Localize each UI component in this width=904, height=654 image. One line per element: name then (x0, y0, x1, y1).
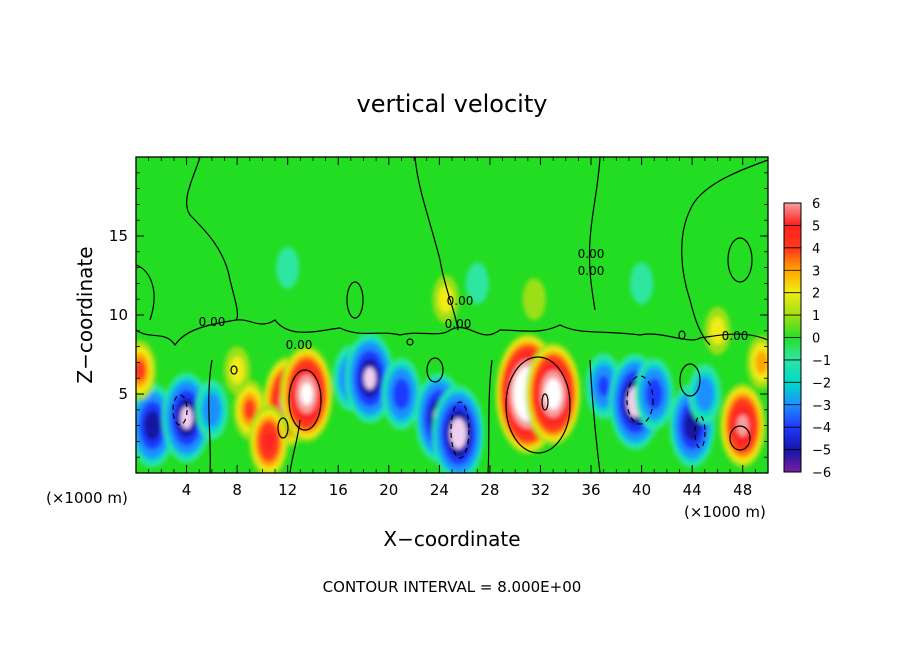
negative-contour-ring (694, 415, 706, 449)
negative-contour-ring (626, 375, 654, 425)
negative-contour-ring (450, 401, 470, 459)
x-axis-unit-right: (×1000 m) (684, 503, 766, 521)
colorbar-tick-label: −3 (812, 399, 831, 414)
velocity-cell (243, 398, 256, 421)
contour-ring (729, 425, 751, 451)
velocity-cell (452, 422, 465, 445)
negative-contour-ring (172, 394, 188, 426)
contour-value-label: 0.00 (578, 264, 605, 278)
x-tick-label: 32 (531, 481, 550, 499)
velocity-cell (146, 414, 159, 437)
zero-contour-line (487, 359, 493, 473)
velocity-cell (648, 383, 660, 405)
colorbar: 6 5 4 3 2 1 0 −1 −2 −3 −4 −5 −6 (783, 197, 831, 481)
colorbar-ticks: 6 5 4 3 2 1 0 −1 −2 −3 −4 −5 −6 (784, 197, 831, 481)
contour-ring (727, 237, 753, 283)
velocity-cell (395, 383, 408, 405)
x-tick-label: 44 (683, 481, 702, 499)
contour-value-label: 0.00 (722, 329, 749, 343)
x-tick-label: 24 (430, 481, 449, 499)
x-tick-label: 40 (632, 481, 651, 499)
colorbar-tick-label: −5 (812, 444, 831, 459)
zero-contour-line (136, 319, 768, 347)
colorbar-tick-label: 4 (812, 242, 820, 257)
contour-value-label: 0.00 (199, 315, 226, 329)
velocity-cell (263, 430, 275, 452)
velocity-cell (136, 359, 146, 382)
colorbar-tick-label: −4 (812, 421, 831, 436)
x-tick-label: 28 (480, 481, 499, 499)
contour-ring (230, 365, 238, 375)
x-tick-label: 20 (379, 481, 398, 499)
velocity-cell (630, 262, 654, 305)
velocity-cell (363, 367, 376, 390)
zero-contour-line (136, 264, 155, 321)
colorbar-frame (783, 202, 802, 473)
zero-contour-line (681, 159, 768, 346)
velocity-cell (546, 382, 560, 406)
velocity-field (136, 246, 768, 473)
velocity-cell (698, 383, 711, 405)
y-tick-label: 15 (109, 227, 128, 245)
negative-contours (172, 375, 706, 459)
colorbar-tick-label: −1 (812, 354, 831, 369)
zero-contour-line (289, 419, 301, 473)
zero-contour-line (186, 157, 239, 321)
velocity-cell (465, 262, 489, 305)
contour-ring (505, 356, 571, 454)
colorbar-tick-label: 6 (812, 197, 820, 212)
velocity-cell (522, 278, 546, 321)
colorbar-tick-label: −6 (812, 466, 831, 481)
x-tick-label: 36 (581, 481, 600, 499)
contour-value-label: 0.00 (447, 294, 474, 308)
velocity-cell (205, 398, 218, 421)
contour-ring (346, 281, 364, 319)
contour-ring (679, 363, 701, 397)
chart-title: vertical velocity (357, 90, 548, 118)
contour-ring (406, 338, 414, 346)
x-tick-label: 8 (232, 481, 242, 499)
contour-ring (678, 330, 686, 340)
plot-area: 0.00 0.00 0.00 0.00 0.00 0.00 0.00 (136, 157, 768, 473)
colorbar-tick-label: −2 (812, 376, 831, 391)
contour-ring (541, 393, 549, 411)
x-tick-label: 4 (182, 481, 192, 499)
zero-contour-line (588, 157, 601, 311)
contour-labels: 0.00 0.00 0.00 0.00 0.00 0.00 0.00 (199, 247, 749, 352)
y-tick-label: 10 (109, 306, 128, 324)
velocity-cell (755, 350, 768, 375)
zero-contour-line (208, 359, 213, 473)
velocity-cell (438, 285, 454, 314)
contour-value-label: 0.00 (286, 338, 313, 352)
colorbar-tick-label: 0 (812, 332, 820, 347)
contour-ring (426, 357, 444, 383)
x-tick-label: 48 (733, 481, 752, 499)
contour-interval-note: CONTOUR INTERVAL = 8.000E+00 (323, 578, 582, 596)
colorbar-tick-label: 2 (812, 287, 820, 302)
colorbar-tick-label: 1 (812, 309, 820, 324)
velocity-cell (276, 246, 300, 289)
contour-value-label: 0.00 (445, 317, 472, 331)
x-axis-label: X−coordinate (383, 527, 520, 551)
contour-lines (136, 157, 768, 473)
x-axis: 4 8 12 16 20 24 28 32 36 40 44 48 (148, 157, 756, 499)
zero-contour-line (414, 157, 459, 331)
contour-ring (277, 417, 289, 439)
x-tick-label: 16 (329, 481, 348, 499)
contour-ring (288, 369, 322, 431)
zero-contour-line (589, 359, 601, 473)
velocity-cell (300, 382, 313, 406)
colorbar-tick-label: 5 (812, 219, 820, 234)
x-axis-unit-left: (×1000 m) (46, 489, 128, 507)
x-tick-label: 12 (278, 481, 297, 499)
velocity-cell (597, 375, 610, 397)
y-axis: 5 10 15 (109, 172, 768, 458)
contour-value-label: 0.00 (578, 247, 605, 261)
velocity-cell (709, 317, 726, 345)
colorbar-tick-label: 3 (812, 264, 820, 279)
velocity-cell (736, 414, 749, 437)
y-axis-label: Z−coordinate (73, 246, 97, 383)
y-tick-label: 5 (118, 385, 128, 403)
